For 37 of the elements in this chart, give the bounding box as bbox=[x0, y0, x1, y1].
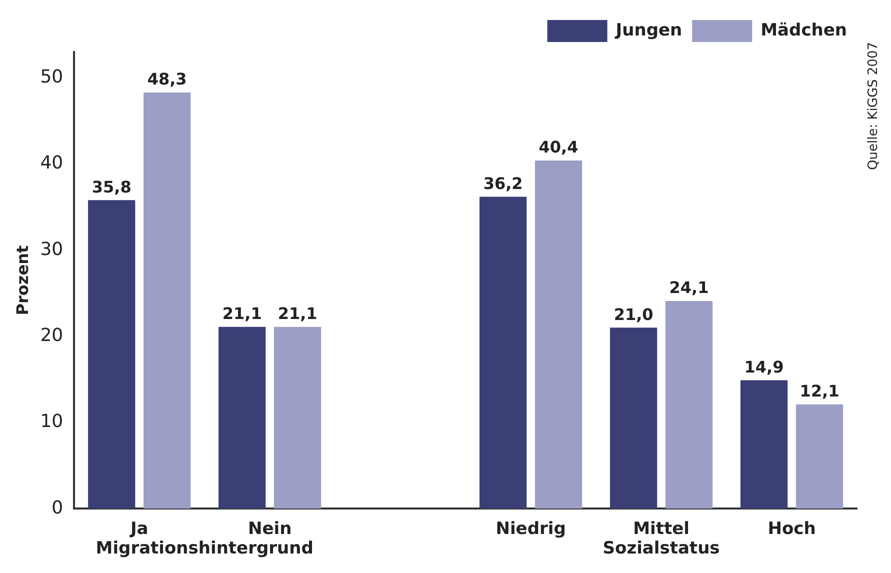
y-tick-label: 20 bbox=[40, 324, 64, 346]
bar bbox=[88, 200, 136, 509]
y-tick-label: 30 bbox=[40, 238, 64, 260]
bar bbox=[218, 326, 266, 509]
bar bbox=[665, 300, 713, 509]
text: Migrationshintergrund bbox=[96, 538, 314, 559]
data-label: 40,4 bbox=[538, 138, 578, 157]
x-tick-label: Mittel bbox=[633, 519, 690, 540]
y-tick-label: 50 bbox=[40, 66, 64, 88]
bar bbox=[610, 328, 658, 509]
data-label: 36,2 bbox=[483, 174, 523, 193]
data-label: 35,8 bbox=[92, 177, 132, 196]
data-label: 14,9 bbox=[744, 357, 784, 376]
legend-label: Jungen bbox=[614, 20, 682, 40]
bar bbox=[144, 92, 191, 509]
data-label: 12,1 bbox=[800, 382, 840, 401]
y-axis-title: Prozent bbox=[12, 245, 32, 316]
x-tick-label: Niedrig bbox=[496, 519, 566, 540]
y-tick-label: 0 bbox=[52, 497, 64, 518]
x-tick-label: Hoch bbox=[768, 519, 816, 540]
data-label: 21,1 bbox=[222, 304, 262, 323]
data-label: 48,3 bbox=[147, 70, 187, 89]
source-note: Quelle: KiGGS 2007 bbox=[866, 42, 881, 170]
y-tick-label: 40 bbox=[40, 152, 64, 174]
bar bbox=[740, 380, 788, 509]
bar bbox=[274, 326, 322, 509]
bar bbox=[534, 160, 582, 509]
legend-label: Mädchen bbox=[760, 20, 848, 40]
text: Sozialstatus bbox=[602, 538, 720, 559]
x-tick-label: Nein bbox=[248, 519, 292, 540]
data-label: 21,0 bbox=[614, 304, 654, 324]
y-tick-label: 10 bbox=[40, 411, 64, 432]
x-tick-label: Ja bbox=[129, 519, 148, 540]
data-label: 24,1 bbox=[669, 278, 709, 298]
bar bbox=[796, 404, 844, 509]
bar bbox=[480, 196, 527, 509]
data-label: 21,1 bbox=[278, 304, 318, 323]
